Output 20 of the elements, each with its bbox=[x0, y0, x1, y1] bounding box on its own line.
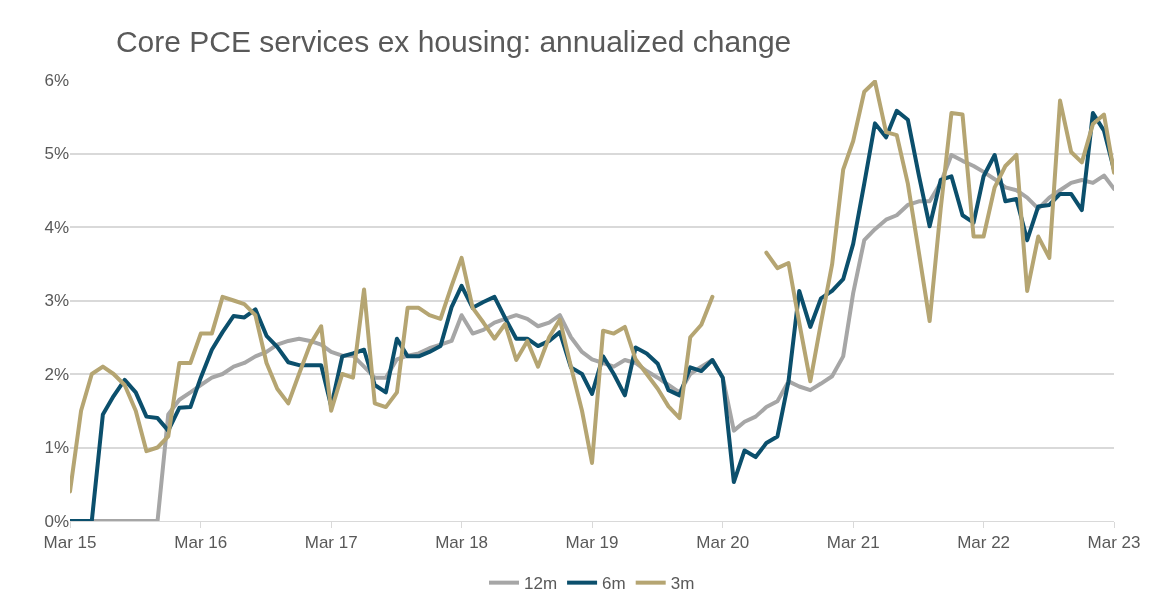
x-tick-label: Mar 17 bbox=[304, 533, 358, 553]
x-tick-label: Mar 20 bbox=[696, 533, 750, 553]
legend-label: 6m bbox=[602, 574, 626, 594]
y-tick-label: 1% bbox=[44, 438, 69, 458]
x-tick-label: Mar 19 bbox=[565, 533, 619, 553]
x-tick-label: Mar 15 bbox=[43, 533, 97, 553]
y-tick-label: 5% bbox=[44, 144, 69, 164]
y-tick-label: 4% bbox=[44, 217, 69, 237]
y-tick-label: 2% bbox=[44, 364, 69, 384]
x-tick-label: Mar 16 bbox=[174, 533, 228, 553]
legend-label: 3m bbox=[670, 574, 695, 594]
x-tick-label: Mar 22 bbox=[957, 533, 1011, 553]
x-tick-label: Mar 23 bbox=[1087, 533, 1141, 553]
x-tick-label: Mar 18 bbox=[435, 533, 489, 553]
x-tick-label: Mar 21 bbox=[826, 533, 880, 553]
y-tick-label: 0% bbox=[44, 511, 69, 531]
chart-title: Core PCE services ex housing: annualized change bbox=[115, 24, 792, 58]
y-tick-label: 6% bbox=[44, 70, 69, 90]
y-tick-label: 3% bbox=[44, 291, 69, 311]
legend-label: 12m bbox=[524, 574, 558, 594]
